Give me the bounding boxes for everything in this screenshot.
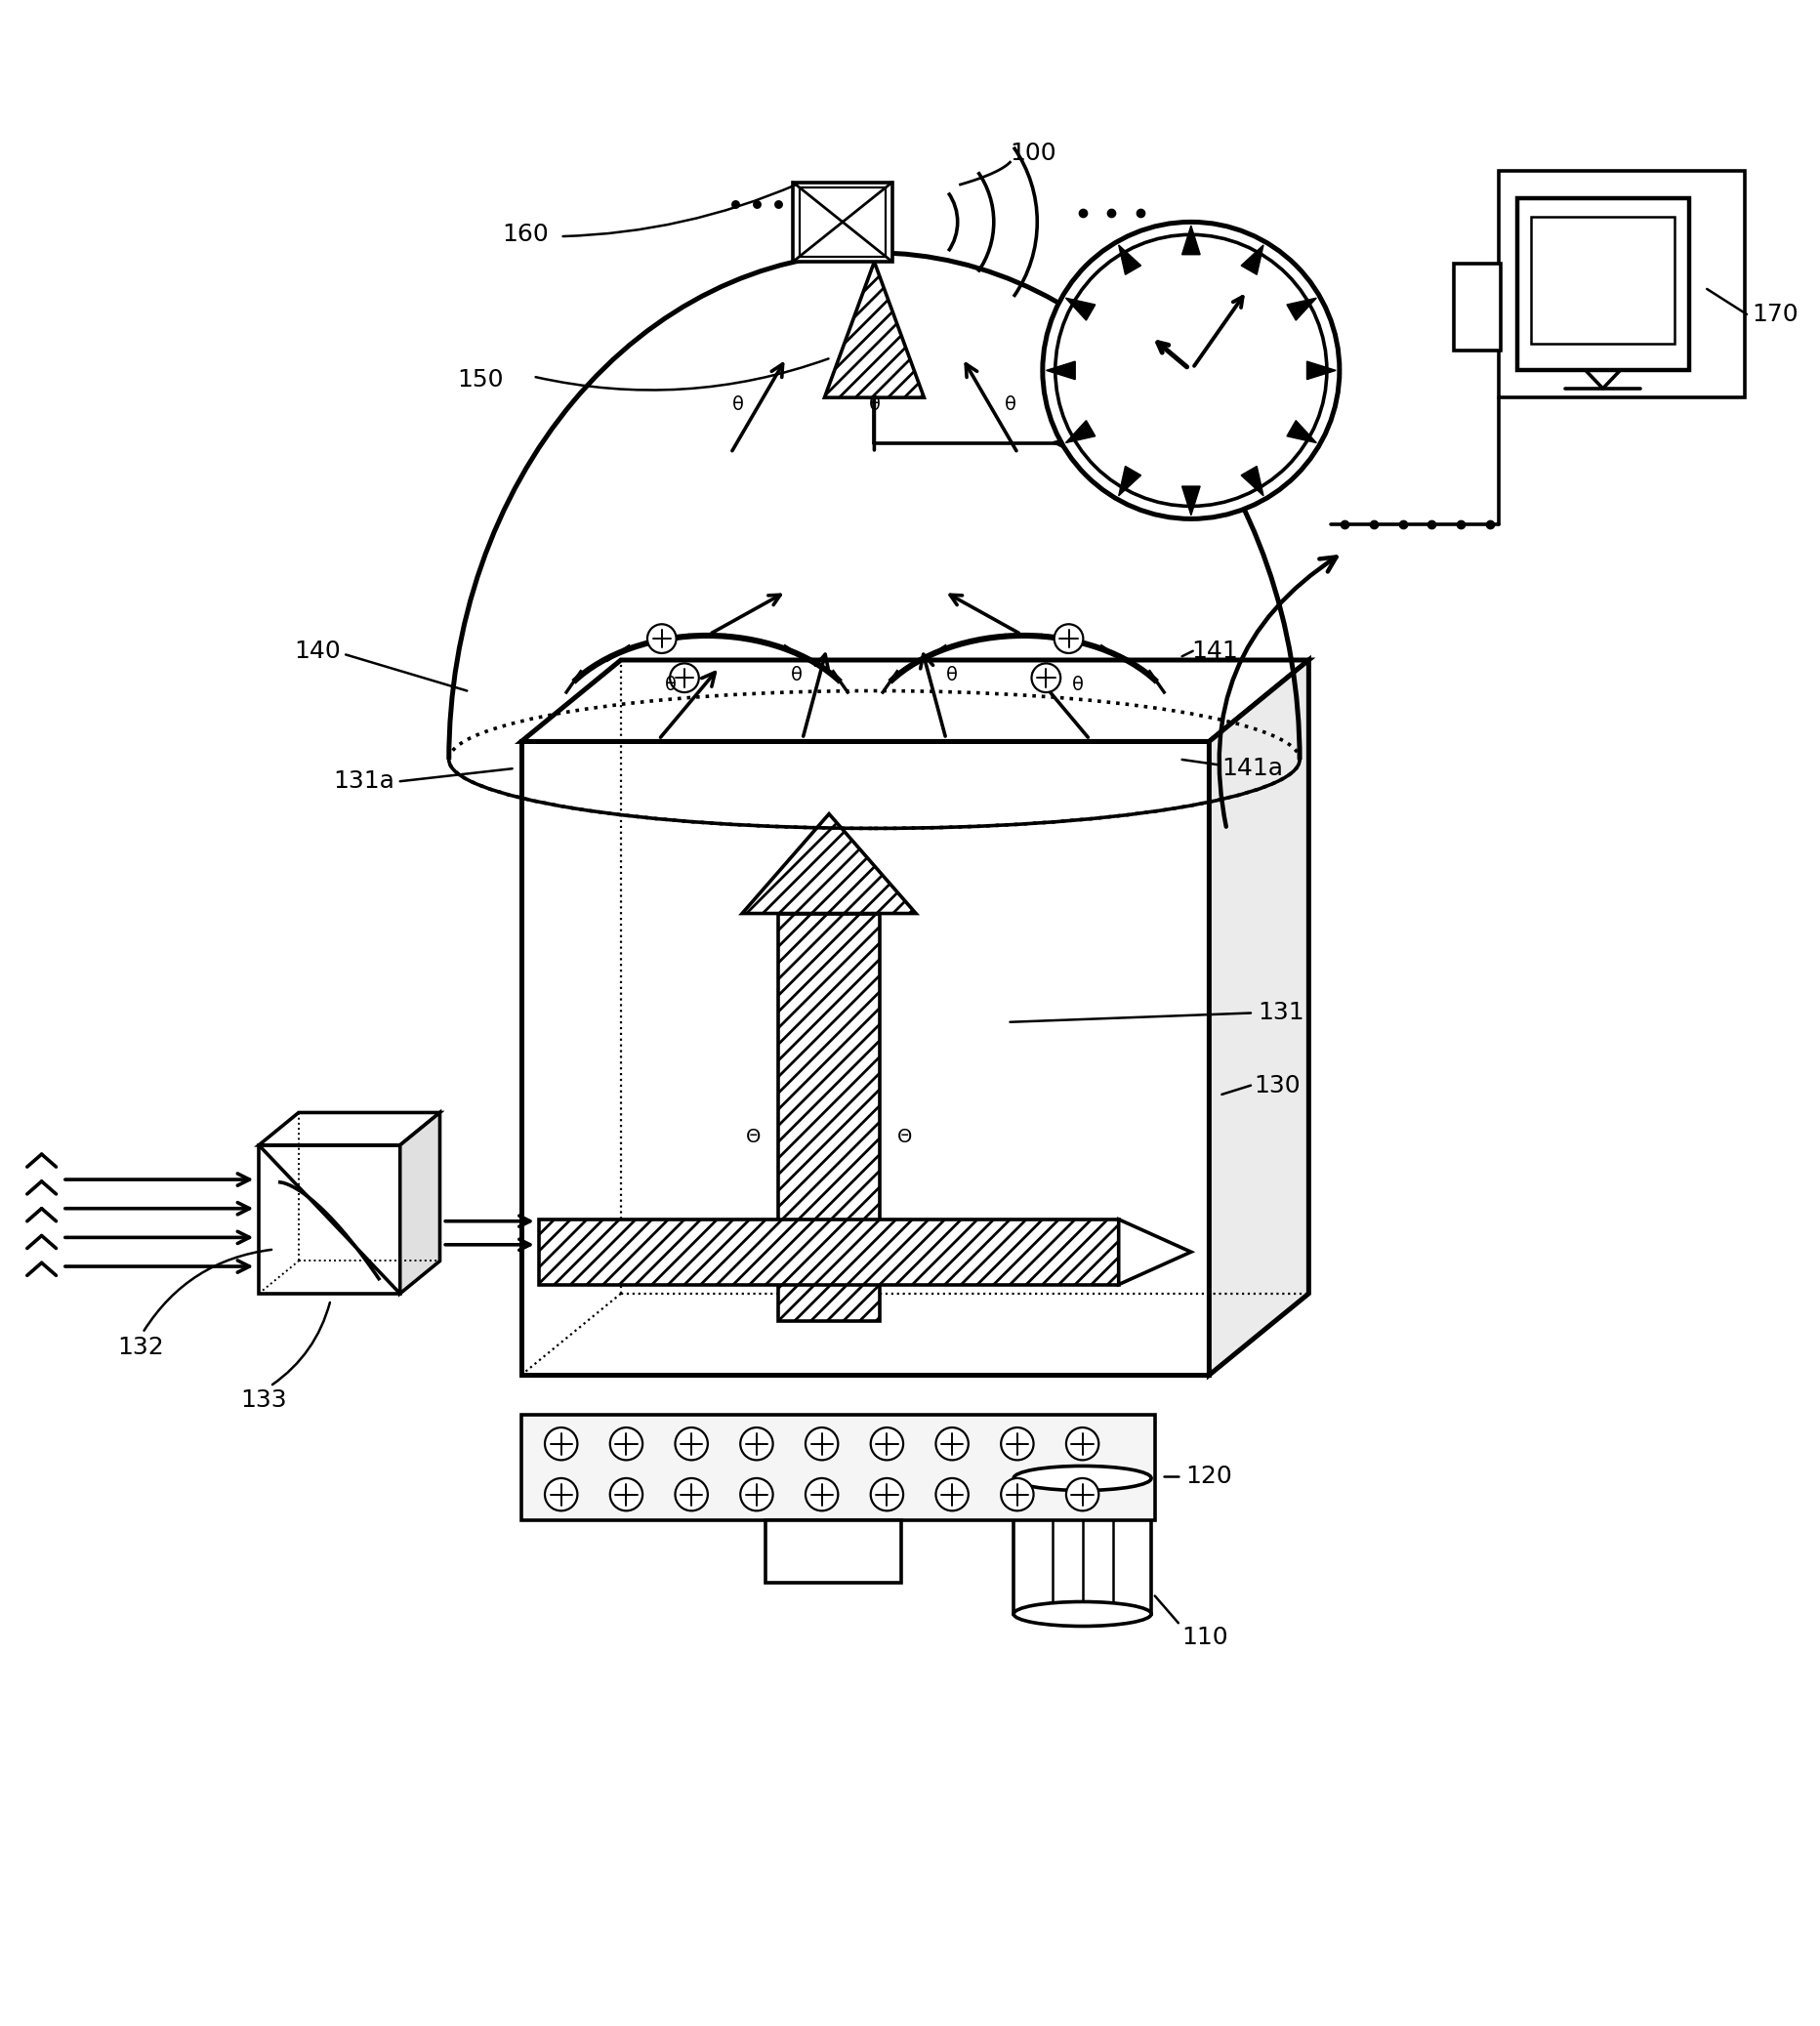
Circle shape <box>1043 223 1340 519</box>
Circle shape <box>1065 1428 1097 1461</box>
Circle shape <box>544 1428 577 1461</box>
Text: 131a: 131a <box>333 770 395 792</box>
Circle shape <box>610 1479 642 1511</box>
Circle shape <box>670 663 699 693</box>
Polygon shape <box>743 814 915 914</box>
Bar <box>792 182 892 261</box>
Text: 110: 110 <box>1181 1625 1228 1649</box>
Circle shape <box>935 1479 968 1511</box>
Ellipse shape <box>1014 1603 1150 1627</box>
Text: 120: 120 <box>1185 1465 1232 1489</box>
Ellipse shape <box>1014 1467 1150 1491</box>
Bar <box>799 188 885 257</box>
Polygon shape <box>1181 225 1199 255</box>
Text: 141: 141 <box>1190 640 1238 663</box>
Text: 150: 150 <box>457 369 502 391</box>
Circle shape <box>1065 1479 1097 1511</box>
Text: 160: 160 <box>502 223 548 247</box>
Polygon shape <box>400 1112 440 1293</box>
Text: θ: θ <box>790 667 803 685</box>
Text: 170: 170 <box>1751 302 1798 326</box>
Text: θ: θ <box>1072 677 1083 695</box>
Polygon shape <box>258 1112 440 1145</box>
Bar <box>1531 217 1673 342</box>
Circle shape <box>870 1428 903 1461</box>
Bar <box>777 914 879 1321</box>
Polygon shape <box>1117 466 1141 496</box>
Circle shape <box>870 1479 903 1511</box>
Bar <box>539 1220 1117 1284</box>
Polygon shape <box>1241 245 1263 276</box>
Text: 140: 140 <box>293 640 340 663</box>
Polygon shape <box>1046 361 1074 379</box>
Circle shape <box>610 1428 642 1461</box>
Polygon shape <box>521 660 1309 742</box>
Circle shape <box>804 1428 837 1461</box>
Text: Θ: Θ <box>897 1128 912 1147</box>
Polygon shape <box>1307 361 1336 379</box>
Polygon shape <box>1287 421 1316 444</box>
Circle shape <box>675 1428 708 1461</box>
Circle shape <box>741 1428 772 1461</box>
Circle shape <box>935 1428 968 1461</box>
Bar <box>521 742 1208 1376</box>
Polygon shape <box>1117 245 1141 276</box>
Bar <box>764 1520 901 1582</box>
Circle shape <box>1001 1479 1034 1511</box>
Polygon shape <box>1287 298 1316 320</box>
Circle shape <box>804 1479 837 1511</box>
Polygon shape <box>1065 298 1094 320</box>
Bar <box>1014 1479 1150 1615</box>
Circle shape <box>1056 235 1327 506</box>
Polygon shape <box>824 261 923 397</box>
Polygon shape <box>1117 1220 1190 1284</box>
Circle shape <box>675 1479 708 1511</box>
Circle shape <box>544 1479 577 1511</box>
Circle shape <box>646 624 675 652</box>
Text: 141a: 141a <box>1221 758 1283 780</box>
Circle shape <box>741 1479 772 1511</box>
Text: θ: θ <box>732 395 743 413</box>
Text: θ: θ <box>868 395 879 413</box>
Circle shape <box>1054 624 1083 652</box>
Text: θ: θ <box>1005 395 1016 413</box>
Bar <box>258 1145 400 1293</box>
Circle shape <box>1001 1428 1034 1461</box>
Text: 130: 130 <box>1254 1074 1299 1098</box>
Text: 133: 133 <box>240 1388 288 1412</box>
Text: 100: 100 <box>1010 142 1056 164</box>
Text: θ: θ <box>946 667 957 685</box>
Polygon shape <box>1241 466 1263 496</box>
Bar <box>1498 172 1744 397</box>
Polygon shape <box>1208 660 1309 1376</box>
Text: 131: 131 <box>1258 1001 1303 1025</box>
Polygon shape <box>1065 421 1094 444</box>
Bar <box>1452 263 1500 350</box>
Text: Θ: Θ <box>744 1128 761 1147</box>
Text: 132: 132 <box>118 1337 164 1359</box>
Polygon shape <box>1181 486 1199 515</box>
Circle shape <box>1032 663 1059 693</box>
Bar <box>1516 199 1687 371</box>
Bar <box>521 1414 1154 1520</box>
Text: θ: θ <box>664 677 677 695</box>
